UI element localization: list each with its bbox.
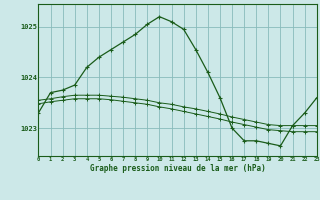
X-axis label: Graphe pression niveau de la mer (hPa): Graphe pression niveau de la mer (hPa)	[90, 164, 266, 173]
